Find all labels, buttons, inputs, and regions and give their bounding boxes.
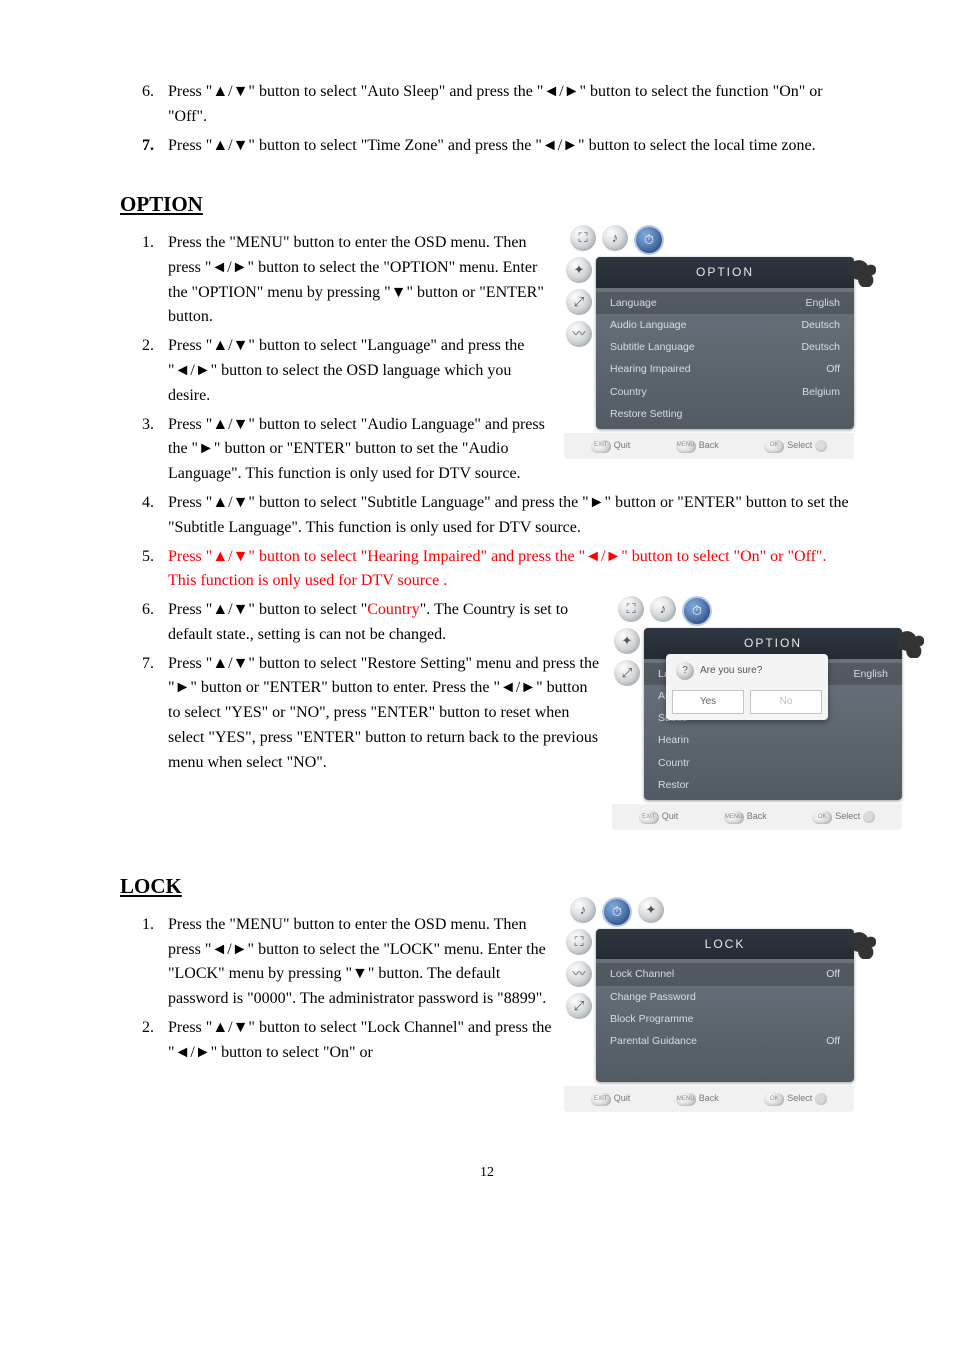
osd-row: Audio LanguageDeutsch [596, 314, 854, 336]
footer-select: Select [787, 439, 812, 453]
step-text: Press "▲/▼" button to select " [168, 601, 367, 618]
osd-title: LOCK [705, 937, 746, 951]
list-item: Press "▲/▼" button to select "Auto Sleep… [158, 80, 854, 130]
footer-back: Back [747, 810, 767, 824]
list-item: Press "▲/▼" button to select "Subtitle L… [158, 491, 854, 541]
osd-tab-icon: ♪ [602, 225, 628, 251]
osd-row: Countr [644, 752, 902, 774]
osd-row: Block Programme [596, 1008, 854, 1030]
osd-panel: ⛶ ♪ ⏱ ✦ ⤢ OPTION LanguageEnglishAudioSub… [612, 592, 902, 830]
osd-tab-icon: 〰 [566, 321, 592, 347]
osd-tab-icon: ⤢ [614, 660, 640, 686]
exit-icon: EXIT [639, 811, 659, 824]
osd-tab-icon: ✦ [638, 897, 664, 923]
osd-tab-icon-active: ⏱ [602, 897, 632, 927]
footer-quit: Quit [662, 810, 679, 824]
osd-tab-icon: ⛶ [570, 225, 596, 251]
lock-osd-figure: ♪ ⏱ ✦ ⛶ 〰 ⤢ LOCK Lock ChannelOffChange P… [564, 893, 854, 1113]
step-text: Press the "MENU" button to enter the OSD… [168, 916, 546, 1007]
osd-row: LanguageEnglish [596, 292, 854, 314]
osd-tab-icon: ⛶ [566, 929, 592, 955]
menu-icon: MENU [676, 440, 696, 453]
osd-panel: ♪ ⏱ ✦ ⛶ 〰 ⤢ LOCK Lock ChannelOffChange P… [564, 893, 854, 1113]
dialog-question: Are you sure? [700, 663, 762, 679]
dialog-yes-button[interactable]: Yes [672, 690, 744, 714]
option-section: OPTION ⛶ ♪ ⏱ ✦ ⤢ 〰 OPTION LanguageEnglis… [120, 188, 854, 840]
step-text-red: Press "▲/▼" button to select "Hearing Im… [168, 548, 826, 590]
osd-row: Hearing ImpairedOff [596, 358, 854, 380]
intro-steps: Press "▲/▼" button to select "Auto Sleep… [120, 80, 854, 158]
osd-panel: ⛶ ♪ ⏱ ✦ ⤢ 〰 OPTION LanguageEnglishAudio … [564, 221, 854, 459]
footer-select: Select [835, 810, 860, 824]
osd-tab-icon: ⤢ [566, 289, 592, 315]
step-text: Press the "MENU" button to enter the OSD… [168, 234, 544, 325]
osd-tab-icon: ♪ [650, 596, 676, 622]
step-text: Press "▲/▼" button to select "Subtitle L… [168, 494, 849, 536]
option-heading: OPTION [120, 188, 854, 221]
osd-row: Hearin [644, 729, 902, 751]
question-icon: ? [676, 662, 694, 680]
osd-row: Subtitle LanguageDeutsch [596, 336, 854, 358]
list-item: ⛶ ♪ ⏱ ✦ ⤢ OPTION LanguageEnglishAudioSub… [158, 598, 854, 648]
footer-back: Back [699, 1092, 719, 1106]
osd-row: Change Password [596, 986, 854, 1008]
osd-title: OPTION [744, 636, 802, 650]
osd-title: OPTION [696, 265, 754, 279]
osd-tab-icon: ✦ [614, 628, 640, 654]
step-text-red: Country [367, 601, 419, 618]
lock-section: LOCK ♪ ⏱ ✦ ⛶ 〰 ⤢ LOCK Lock ChannelOffCha… [120, 870, 854, 1122]
step-text: Press "▲/▼" button to select "Restore Se… [168, 655, 599, 771]
menu-icon: MENU [676, 1093, 696, 1106]
osd-row: CountryBelgium [596, 381, 854, 403]
dpad-icon [863, 811, 875, 823]
dpad-icon [815, 1093, 827, 1105]
ok-icon: OK [812, 811, 832, 824]
ok-icon: OK [764, 440, 784, 453]
list-item: Press "▲/▼" button to select "Time Zone"… [158, 134, 854, 159]
step-text: Press "▲/▼" button to select "Audio Lang… [168, 416, 545, 483]
footer-back: Back [699, 439, 719, 453]
osd-tab-icon: 〰 [566, 961, 592, 987]
osd-tab-icon: ⛶ [618, 596, 644, 622]
step-text: Press "▲/▼" button to select "Auto Sleep… [168, 83, 823, 125]
step-text: Press "▲/▼" button to select "Time Zone"… [168, 137, 816, 154]
osd-row: Restor [644, 774, 902, 796]
osd-tab-icon: ✦ [566, 257, 592, 283]
step-text: Press "▲/▼" button to select "Language" … [168, 337, 524, 404]
osd-row: Parental GuidanceOff [596, 1030, 854, 1052]
dialog-no-button[interactable]: No [750, 690, 822, 714]
page-number: 12 [120, 1162, 854, 1184]
osd-row: Lock ChannelOff [596, 963, 854, 985]
ok-icon: OK [764, 1093, 784, 1106]
dpad-icon [815, 440, 827, 452]
osd-row: Restore Setting [596, 403, 854, 425]
restore-osd-figure: ⛶ ♪ ⏱ ✦ ⤢ OPTION LanguageEnglishAudioSub… [612, 592, 902, 830]
osd-tab-icon: ⤢ [566, 993, 592, 1019]
osd-tab-icon: ♪ [570, 897, 596, 923]
confirm-dialog: ? Are you sure? Yes No [666, 654, 828, 720]
exit-icon: EXIT [591, 1093, 611, 1106]
footer-select: Select [787, 1092, 812, 1106]
osd-tab-icon-active: ⏱ [634, 225, 664, 255]
option-osd-figure: ⛶ ♪ ⏱ ✦ ⤢ 〰 OPTION LanguageEnglishAudio … [564, 221, 854, 459]
list-item: Press "▲/▼" button to select "Hearing Im… [158, 545, 854, 595]
menu-icon: MENU [724, 811, 744, 824]
footer-quit: Quit [614, 1092, 631, 1106]
osd-tab-icon-active: ⏱ [682, 596, 712, 626]
exit-icon: EXIT [591, 440, 611, 453]
footer-quit: Quit [614, 439, 631, 453]
step-text: Press "▲/▼" button to select "Lock Chann… [168, 1019, 552, 1061]
